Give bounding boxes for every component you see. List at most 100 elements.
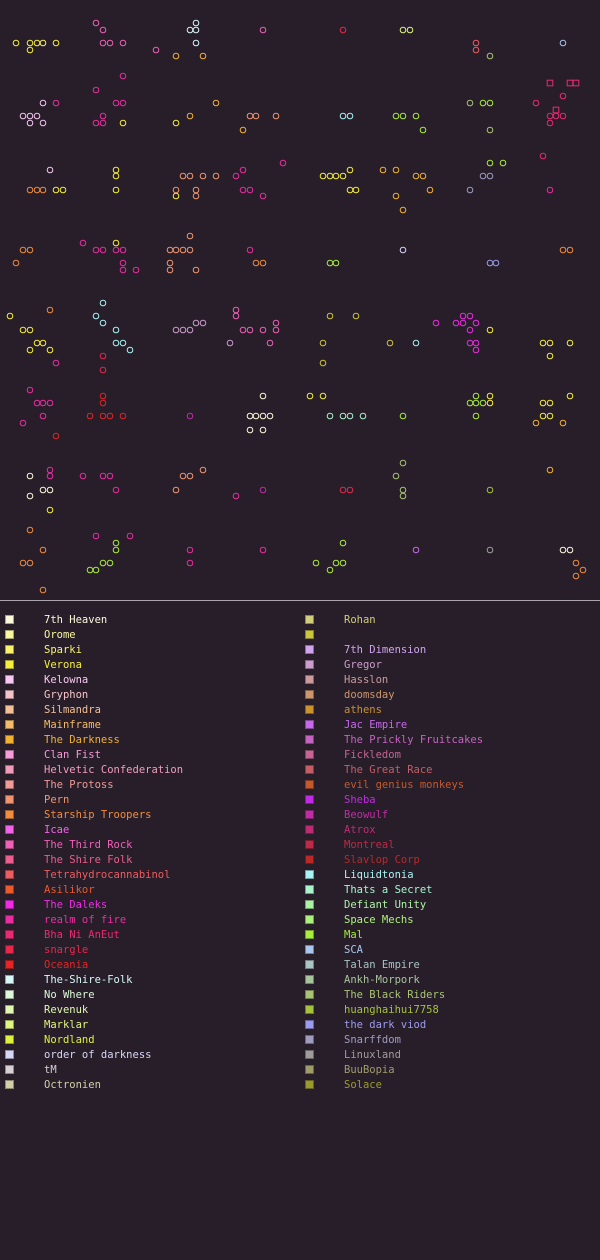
planet-marker[interactable] xyxy=(472,319,480,327)
planet-marker[interactable] xyxy=(546,339,554,347)
planet-marker[interactable] xyxy=(566,392,574,400)
planet-marker[interactable] xyxy=(419,172,427,180)
planet-marker[interactable] xyxy=(199,172,207,180)
planet-marker[interactable] xyxy=(26,186,34,194)
planet-marker[interactable] xyxy=(326,412,334,420)
planet-marker[interactable] xyxy=(192,186,200,194)
planet-marker[interactable] xyxy=(33,39,41,47)
planet-marker[interactable] xyxy=(99,559,107,567)
planet-marker[interactable] xyxy=(399,412,407,420)
planet-marker[interactable] xyxy=(26,526,34,534)
planet-marker[interactable] xyxy=(319,359,327,367)
planet-marker[interactable] xyxy=(532,419,540,427)
planet-marker[interactable] xyxy=(559,419,567,427)
planet-marker[interactable] xyxy=(112,539,120,547)
planet-marker[interactable] xyxy=(52,39,60,47)
planet-marker[interactable] xyxy=(346,112,354,120)
planet-marker[interactable] xyxy=(92,19,100,27)
planet-marker[interactable] xyxy=(539,399,547,407)
planet-marker[interactable] xyxy=(112,486,120,494)
planet-marker[interactable] xyxy=(432,319,440,327)
planet-marker[interactable] xyxy=(312,559,320,567)
planet-marker[interactable] xyxy=(539,339,547,347)
planet-marker[interactable] xyxy=(46,166,54,174)
planet-marker[interactable] xyxy=(246,412,254,420)
planet-marker[interactable] xyxy=(412,112,420,120)
map-canvas[interactable] xyxy=(0,0,600,600)
planet-marker[interactable] xyxy=(119,266,127,274)
planet-marker[interactable] xyxy=(119,412,127,420)
planet-marker[interactable] xyxy=(259,412,267,420)
planet-marker[interactable] xyxy=(106,412,114,420)
planet-marker[interactable] xyxy=(386,339,394,347)
planet-marker[interactable] xyxy=(52,186,60,194)
planet-marker[interactable] xyxy=(559,112,567,120)
planet-marker[interactable] xyxy=(199,52,207,60)
planet-marker[interactable] xyxy=(19,419,27,427)
planet-marker[interactable] xyxy=(266,412,274,420)
planet-marker[interactable] xyxy=(392,166,400,174)
planet-marker[interactable] xyxy=(532,99,540,107)
planet-marker[interactable] xyxy=(192,266,200,274)
planet-marker[interactable] xyxy=(572,572,580,580)
planet-marker[interactable] xyxy=(339,26,347,34)
planet-marker[interactable] xyxy=(79,472,87,480)
planet-marker[interactable] xyxy=(6,312,14,320)
planet-marker[interactable] xyxy=(232,312,240,320)
planet-marker[interactable] xyxy=(272,112,280,120)
planet-marker[interactable] xyxy=(92,119,100,127)
planet-marker[interactable] xyxy=(539,152,547,160)
planet-marker[interactable] xyxy=(399,206,407,214)
planet-marker[interactable] xyxy=(232,306,240,314)
planet-marker[interactable] xyxy=(26,346,34,354)
planet-marker[interactable] xyxy=(39,119,47,127)
planet-marker[interactable] xyxy=(559,546,567,554)
planet-marker[interactable] xyxy=(259,486,267,494)
planet-marker[interactable] xyxy=(99,319,107,327)
planet-marker[interactable] xyxy=(199,319,207,327)
planet-marker[interactable] xyxy=(39,412,47,420)
planet-marker[interactable] xyxy=(259,392,267,400)
planet-marker[interactable] xyxy=(126,346,134,354)
planet-marker[interactable] xyxy=(46,306,54,314)
planet-marker[interactable] xyxy=(492,259,500,267)
planet-marker[interactable] xyxy=(319,392,327,400)
planet-marker[interactable] xyxy=(319,172,327,180)
planet-marker[interactable] xyxy=(112,166,120,174)
planet-marker[interactable] xyxy=(279,159,287,167)
planet-marker[interactable] xyxy=(119,339,127,347)
planet-marker[interactable] xyxy=(332,259,340,267)
planet-marker[interactable] xyxy=(472,346,480,354)
planet-marker[interactable] xyxy=(566,339,574,347)
planet-marker[interactable] xyxy=(46,486,54,494)
planet-marker[interactable] xyxy=(479,399,487,407)
planet-marker[interactable] xyxy=(406,26,414,34)
planet-marker[interactable] xyxy=(546,399,554,407)
planet-marker[interactable] xyxy=(339,539,347,547)
planet-marker[interactable] xyxy=(52,359,60,367)
planet-marker[interactable] xyxy=(546,466,554,474)
planet-marker[interactable] xyxy=(559,246,567,254)
planet-marker[interactable] xyxy=(26,492,34,500)
planet-marker[interactable] xyxy=(99,119,107,127)
planet-marker[interactable] xyxy=(452,319,460,327)
planet-marker[interactable] xyxy=(92,566,100,574)
planet-marker[interactable] xyxy=(472,412,480,420)
planet-marker[interactable] xyxy=(86,566,94,574)
planet-marker[interactable] xyxy=(259,546,267,554)
planet-marker[interactable] xyxy=(166,246,174,254)
planet-marker[interactable] xyxy=(246,426,254,434)
planet-marker[interactable] xyxy=(459,312,467,320)
planet-marker[interactable] xyxy=(259,426,267,434)
planet-marker[interactable] xyxy=(352,186,360,194)
planet-marker[interactable] xyxy=(246,246,254,254)
planet-marker[interactable] xyxy=(99,399,107,407)
planet-marker[interactable] xyxy=(192,26,200,34)
planet-marker[interactable] xyxy=(466,99,474,107)
planet-marker[interactable] xyxy=(226,339,234,347)
planet-marker[interactable] xyxy=(106,39,114,47)
planet-marker[interactable] xyxy=(59,186,67,194)
planet-marker[interactable] xyxy=(33,399,41,407)
planet-marker[interactable] xyxy=(539,412,547,420)
planet-marker[interactable] xyxy=(19,112,27,120)
